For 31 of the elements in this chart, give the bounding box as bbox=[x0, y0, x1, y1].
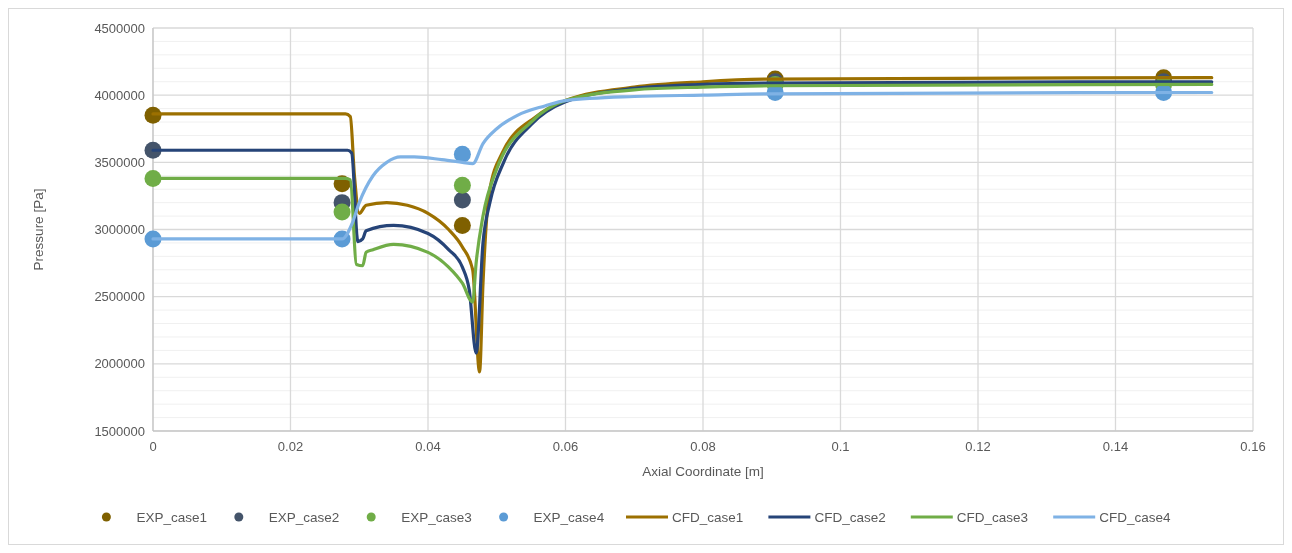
legend-label: CFD_case3 bbox=[956, 509, 1029, 525]
legend-label: CFD_case2 bbox=[814, 509, 886, 525]
y-tick-label: 3000000 bbox=[94, 222, 145, 238]
x-tick-label: 0.14 bbox=[1102, 439, 1129, 454]
point bbox=[333, 203, 351, 221]
x-tick-label: 0.1 bbox=[831, 439, 850, 454]
x-tick-label: 0.02 bbox=[277, 439, 304, 454]
legend-label: EXP_case4 bbox=[533, 509, 605, 525]
point bbox=[453, 216, 471, 234]
y-tick-label: 4000000 bbox=[94, 87, 145, 103]
legend-label: CFD_case1 bbox=[672, 509, 744, 525]
x-tick-label: 0.04 bbox=[415, 439, 441, 454]
x-tick-label: 0.08 bbox=[690, 439, 716, 454]
legend-label: CFD_case4 bbox=[1099, 509, 1171, 525]
y-axis-title: Pressure [Pa] bbox=[31, 188, 46, 271]
x-tick-label: 0.16 bbox=[1240, 439, 1266, 454]
y-tick-label: 4500000 bbox=[94, 20, 145, 36]
x-tick-label: 0.06 bbox=[552, 439, 579, 454]
legend-label: EXP_case2 bbox=[268, 509, 340, 525]
x-tick-label: 0.12 bbox=[965, 439, 991, 454]
y-tick-label: 1500000 bbox=[94, 423, 145, 439]
x-axis-title: Axial Coordinate [m] bbox=[642, 464, 764, 479]
legend-label: EXP_case3 bbox=[401, 509, 472, 525]
legend-label: EXP_case1 bbox=[136, 509, 207, 525]
point bbox=[453, 176, 471, 194]
point bbox=[453, 145, 471, 163]
x-tick-label: 0 bbox=[149, 439, 157, 454]
y-tick-label: 3500000 bbox=[94, 154, 145, 170]
point bbox=[453, 191, 471, 209]
y-tick-label: 2000000 bbox=[94, 356, 145, 372]
y-tick-label: 2500000 bbox=[94, 289, 145, 305]
